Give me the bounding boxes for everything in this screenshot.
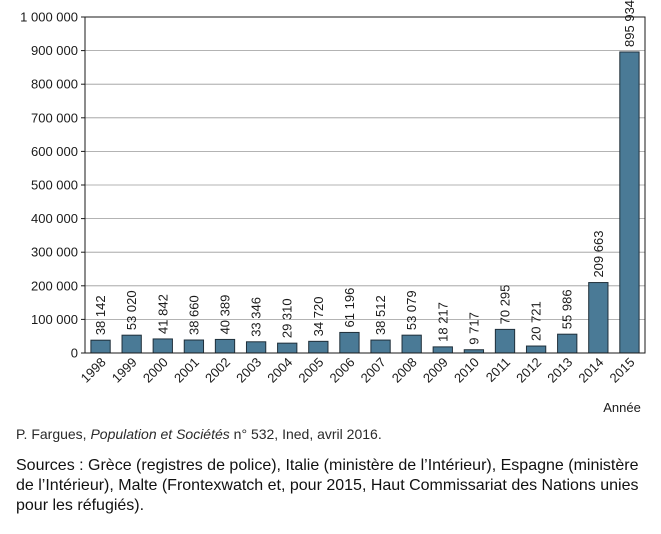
sources-note: Sources : Grèce (registres de police), I… [16,457,639,514]
x-tick-label: 2002 [202,355,233,386]
value-label: 38 660 [186,295,201,335]
y-tick-label: 400 000 [31,211,78,226]
x-axis-label: Année [603,400,641,415]
value-label: 70 295 [498,285,513,325]
bar-1999 [121,334,142,354]
bar-2012 [525,345,547,354]
bar-2014 [588,282,609,354]
y-tick-label: 300 000 [31,245,78,260]
x-tick-label: 1999 [109,355,140,386]
caption-journal: Population et Sociétés [90,426,230,442]
bar-2008 [401,334,422,354]
bar-2011 [494,328,516,354]
gridlines [85,16,645,320]
value-label: 53 020 [124,290,139,330]
bar-2015 [619,51,640,354]
value-label: 33 346 [249,297,264,337]
x-tick-label: 2011 [483,355,513,385]
bars [90,51,640,354]
bar-1998 [90,339,111,354]
y-tick-label: 200 000 [31,278,78,293]
value-label: 29 310 [280,298,295,338]
x-tick-label: 2007 [358,355,389,386]
x-tick-label: 2015 [607,355,638,386]
x-tick-label: 2012 [513,355,544,386]
x-tick-label: 2008 [389,355,420,386]
y-axis-ticks: 0 100 000 200 000 300 000 400 000 500 000 600 … [20,10,78,361]
value-labels: 38 142 53 020 41 842 38 660 40 389 33 346 29 3… [93,0,637,345]
value-label: 53 079 [404,290,419,330]
x-tick-label: 2000 [140,355,171,386]
x-tick-label: 2009 [420,355,451,386]
value-label: 38 142 [93,295,108,335]
value-label: 55 986 [560,289,575,329]
x-tick-label: 2001 [171,355,202,386]
value-label: 18 217 [435,302,450,342]
x-tick-label: 2006 [327,355,358,386]
y-tick-label: 600 000 [31,144,78,159]
value-label: 20 721 [529,301,544,341]
value-label: 41 842 [155,294,170,334]
y-tick-label: 700 000 [31,110,78,125]
value-label: 34 720 [311,297,326,337]
y-tick-label: 900 000 [31,43,78,58]
bar-2000 [152,338,173,354]
caption-rest: n° 532, Ined, avril 2016. [229,426,382,442]
value-label: 209 663 [591,231,606,278]
bar-2009 [432,346,453,354]
bar-2006 [339,331,360,354]
value-label: 895 934 [622,0,637,47]
x-tick-label: 2014 [575,355,606,386]
x-tick-label: 1998 [78,355,109,386]
y-tick-label: 500 000 [31,178,78,193]
plot-frame [81,16,646,354]
y-tick-label: 100 000 [31,312,78,327]
value-label: 61 196 [342,288,357,328]
x-tick-label: 2005 [295,355,326,386]
value-label: 9 717 [466,312,481,345]
bar-2002 [214,338,236,354]
bar-2007 [370,339,391,354]
caption-author: P. Fargues, [16,426,91,442]
y-tick-label: 0 [71,346,78,361]
x-tick-label: 2004 [264,355,295,386]
y-tick-label: 800 000 [31,77,78,92]
value-label: 40 389 [218,295,233,335]
value-label: 38 512 [373,295,388,335]
x-axis-ticks: 1998 1999 2000 2001 2002 2003 2004 2005 2006 2007… [78,355,638,386]
bar-2005 [308,340,329,354]
x-tick-label: 2010 [451,355,482,386]
y-tick-label: 1 000 000 [20,10,78,25]
figure-caption: P. Fargues, Population et Sociétés n° 53… [16,426,646,442]
bar-2001 [183,339,205,354]
bar-2003 [245,341,267,354]
x-tick-label: 2003 [233,355,264,386]
bar-chart: 0 100 000 200 000 300 000 400 000 500 000 600 … [20,0,646,415]
bar-2004 [277,342,298,354]
bar-2013 [557,333,578,354]
x-tick-label: 2013 [544,355,575,386]
